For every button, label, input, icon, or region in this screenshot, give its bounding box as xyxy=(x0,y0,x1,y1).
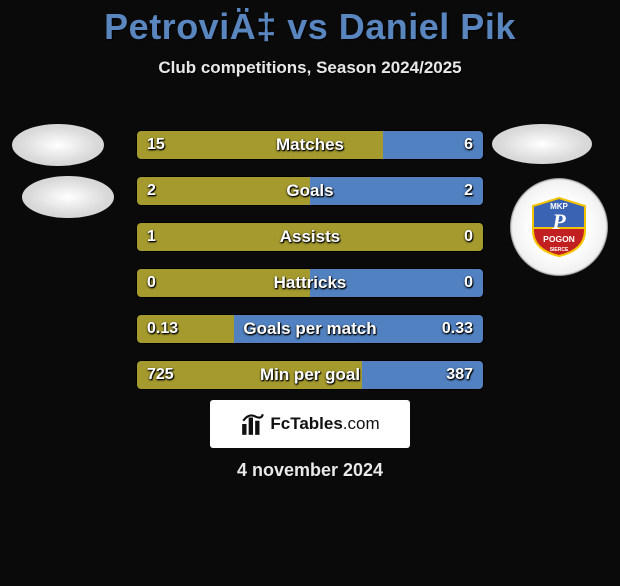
footer-brand-light: .com xyxy=(343,414,380,433)
badge-bottom-text: POGON xyxy=(543,234,575,244)
stat-row: 156Matches xyxy=(136,130,484,160)
stat-row: 00Hattricks xyxy=(136,268,484,298)
stat-row: 0.130.33Goals per match xyxy=(136,314,484,344)
bars-icon xyxy=(240,411,266,437)
page-title: PetroviÄ‡ vs Daniel Pik xyxy=(0,6,620,48)
stat-row: 10Assists xyxy=(136,222,484,252)
footer-brand: FcTables.com xyxy=(210,400,410,448)
badge-sub-text: SIERCE xyxy=(550,247,569,253)
stat-row: 725387Min per goal xyxy=(136,360,484,390)
stat-label: Goals per match xyxy=(137,315,483,343)
player2-logo-top xyxy=(492,124,592,164)
badge-letter: P xyxy=(551,209,566,234)
stat-label: Assists xyxy=(137,223,483,251)
date-label: 4 november 2024 xyxy=(0,460,620,481)
shield-icon: MKP P POGON SIERCE xyxy=(529,196,589,258)
footer-brand-bold: FcTables xyxy=(270,414,342,433)
comparison-bars: 156Matches 22Goals 10Assists 00Hattricks 0.1… xyxy=(136,130,484,406)
stat-row: 22Goals xyxy=(136,176,484,206)
player1-logo-top xyxy=(12,124,104,166)
subtitle: Club competitions, Season 2024/2025 xyxy=(0,58,620,78)
stat-label: Goals xyxy=(137,177,483,205)
stat-label: Min per goal xyxy=(137,361,483,389)
stat-label: Matches xyxy=(137,131,483,159)
stat-label: Hattricks xyxy=(137,269,483,297)
player2-club-badge: MKP P POGON SIERCE xyxy=(510,178,608,276)
player1-logo-bottom xyxy=(22,176,114,218)
